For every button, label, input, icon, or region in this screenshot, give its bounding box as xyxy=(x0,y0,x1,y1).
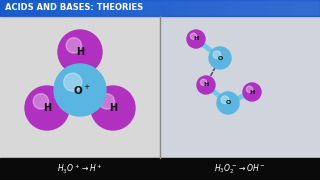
Text: H: H xyxy=(76,47,84,57)
Text: O$^+$: O$^+$ xyxy=(73,84,91,96)
Text: $H_3O^+ \rightarrow H^+$: $H_3O^+ \rightarrow H^+$ xyxy=(57,162,103,176)
Circle shape xyxy=(25,86,69,130)
Circle shape xyxy=(54,64,106,116)
Circle shape xyxy=(200,79,207,86)
Text: ACIDS AND BASES: THEORIES: ACIDS AND BASES: THEORIES xyxy=(5,3,143,12)
Text: H: H xyxy=(43,103,51,113)
Circle shape xyxy=(221,96,229,103)
Bar xyxy=(0,16,160,158)
Circle shape xyxy=(99,94,115,109)
Text: H: H xyxy=(249,89,255,94)
Text: H: H xyxy=(109,103,117,113)
Circle shape xyxy=(187,30,205,48)
Circle shape xyxy=(190,33,196,39)
Circle shape xyxy=(217,92,239,114)
Bar xyxy=(0,0,320,16)
Circle shape xyxy=(66,38,82,53)
Text: O: O xyxy=(217,55,223,60)
Circle shape xyxy=(213,51,221,59)
Circle shape xyxy=(58,30,102,74)
Circle shape xyxy=(246,86,252,93)
Circle shape xyxy=(91,86,135,130)
Text: $H_3O_2^- \rightarrow OH^-$: $H_3O_2^- \rightarrow OH^-$ xyxy=(214,162,266,176)
Circle shape xyxy=(33,94,49,109)
Text: H: H xyxy=(193,37,199,42)
Circle shape xyxy=(209,47,231,69)
Text: H: H xyxy=(204,82,209,87)
Circle shape xyxy=(64,73,82,91)
Text: O: O xyxy=(225,100,231,105)
Circle shape xyxy=(243,83,261,101)
Circle shape xyxy=(197,76,215,94)
Bar xyxy=(0,158,320,180)
Bar xyxy=(160,16,320,158)
